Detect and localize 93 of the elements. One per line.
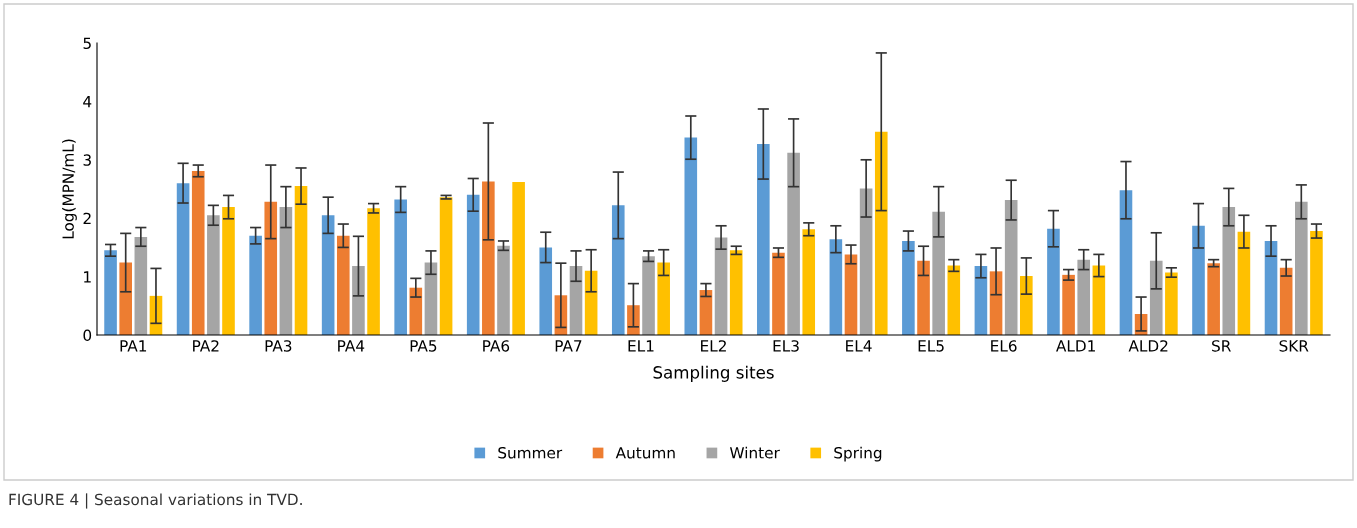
bar	[279, 207, 293, 335]
bar	[729, 250, 743, 335]
x-tick-label: EL4	[846, 340, 872, 352]
bar	[1004, 200, 1018, 335]
bar	[104, 250, 117, 335]
bar	[1165, 272, 1178, 335]
bar	[844, 254, 858, 335]
bar	[191, 170, 205, 335]
bar	[466, 194, 480, 335]
x-tick-label: PA6	[483, 340, 510, 352]
bar	[874, 131, 888, 335]
bar	[367, 208, 380, 335]
bar	[249, 235, 262, 335]
x-tick-label: ALD2	[1128, 340, 1168, 352]
x-tick-label: PA5	[410, 340, 437, 352]
bar	[1020, 276, 1033, 335]
bar	[787, 152, 800, 335]
x-tick-label: EL1	[628, 340, 654, 352]
bar	[1279, 267, 1293, 335]
bar	[222, 207, 235, 335]
bar	[1092, 265, 1106, 335]
bar	[859, 188, 873, 335]
x-tick-label: PA1	[120, 340, 147, 352]
legend-label: Spring	[834, 446, 882, 462]
bar	[264, 201, 278, 335]
bar	[394, 199, 407, 335]
bar	[802, 229, 816, 335]
bar	[829, 239, 843, 335]
bar	[1062, 274, 1075, 335]
y-tick-label: 1	[84, 271, 91, 283]
bar	[932, 211, 945, 335]
bar	[772, 252, 785, 335]
bar	[569, 266, 583, 335]
bar	[1222, 207, 1236, 335]
bar	[1192, 225, 1205, 335]
bar	[119, 262, 132, 335]
bar	[757, 144, 770, 335]
y-axis-title: Log(MPN/mL)	[62, 139, 77, 239]
legend-label: Winter	[729, 446, 780, 459]
bar	[352, 266, 365, 335]
x-axis-title: Sampling sites	[653, 365, 774, 382]
x-tick-label: PA3	[265, 340, 292, 352]
y-tick-label: 3	[83, 154, 91, 166]
x-tick-label: ALD1	[1056, 340, 1095, 352]
caption: FIGURE 4 | Seasonal variations in TVD.	[9, 493, 302, 509]
x-tick-label: SKR	[1279, 340, 1309, 352]
bar	[336, 235, 350, 335]
x-tick-label: EL3	[773, 340, 799, 352]
y-tick-label: 2	[83, 212, 91, 224]
bar	[439, 197, 453, 335]
bar	[409, 287, 423, 335]
x-tick-label: PA4	[338, 340, 365, 352]
x-tick-label: EL2	[701, 340, 726, 352]
bar	[1310, 231, 1323, 335]
bar	[176, 183, 190, 335]
legend-label: Summer	[498, 446, 563, 459]
legend-label: Autumn	[615, 447, 675, 459]
bar	[1149, 260, 1163, 335]
bar	[642, 256, 655, 335]
bar	[539, 247, 553, 335]
bar	[1295, 201, 1308, 335]
x-tick-label: PA7	[555, 340, 582, 352]
bar	[207, 215, 220, 335]
bar	[917, 260, 930, 335]
bar	[1264, 240, 1278, 335]
bar	[294, 186, 308, 335]
bar	[1119, 190, 1133, 335]
y-tick-label: 0	[83, 329, 92, 342]
bar	[1047, 228, 1060, 335]
y-tick-label: 4	[83, 96, 92, 108]
bar	[611, 205, 625, 335]
bar	[497, 245, 510, 335]
bar	[482, 181, 495, 335]
x-tick-label: PA2	[193, 340, 219, 352]
bar	[321, 215, 335, 335]
x-tick-label: EL5	[918, 340, 944, 352]
bar	[657, 262, 670, 335]
x-tick-label: SR	[1212, 340, 1231, 352]
bar	[947, 265, 961, 335]
bar	[684, 137, 698, 335]
bar	[1237, 231, 1251, 335]
bar	[699, 290, 713, 335]
bar	[1077, 259, 1091, 335]
bar	[1207, 263, 1220, 335]
bar	[714, 237, 728, 335]
bar	[134, 236, 148, 335]
bar	[424, 262, 438, 335]
bar	[974, 266, 988, 335]
bar	[512, 181, 525, 335]
y-tick-label: 5	[83, 37, 91, 50]
x-tick-label: EL6	[991, 340, 1017, 352]
bar	[902, 240, 915, 335]
bar	[584, 270, 598, 335]
